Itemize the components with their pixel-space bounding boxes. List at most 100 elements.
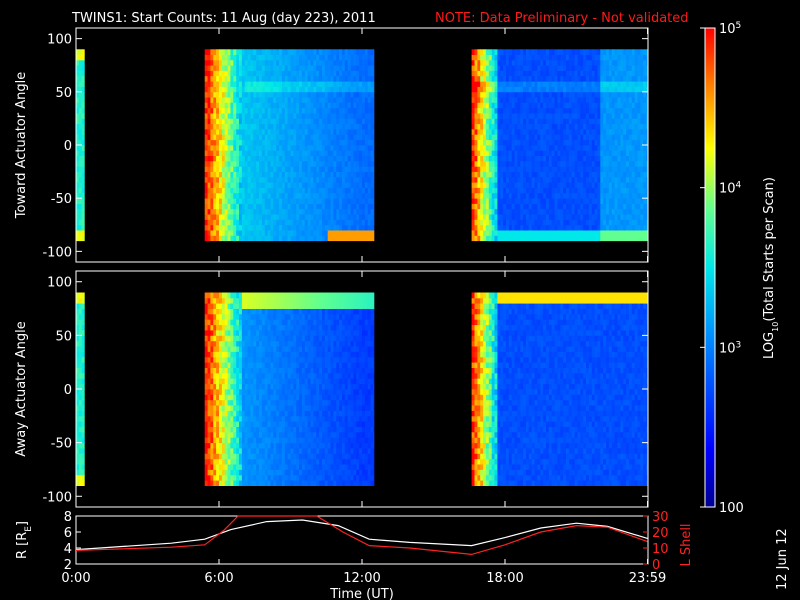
spectrogram-cell <box>568 81 573 87</box>
spectrogram-cell <box>500 203 504 210</box>
spectrogram-cell <box>359 102 363 109</box>
spectrogram-cell <box>319 208 323 215</box>
spectrogram-cell <box>606 187 610 194</box>
spectrogram-cell <box>494 129 498 135</box>
spectrogram-cell <box>219 171 223 178</box>
spectrogram-cell <box>577 129 581 135</box>
spectrogram-cell <box>244 91 248 98</box>
spectrogram-cell <box>617 70 621 77</box>
spectrogram-cell <box>554 123 558 130</box>
spectrogram-cell <box>362 176 366 183</box>
spectrogram-cell <box>259 192 263 199</box>
spectrogram-cell <box>78 362 83 368</box>
spectrogram-cell <box>623 129 627 135</box>
spectrogram-cell <box>474 65 478 71</box>
spectrogram-cell <box>259 203 263 210</box>
spectrogram-cell <box>554 97 558 103</box>
spectrogram-cell <box>224 214 228 220</box>
spectrogram-cell <box>81 203 85 210</box>
spectrogram-cell <box>244 86 248 93</box>
spectrogram-cell <box>560 219 564 226</box>
spectrogram-cell <box>227 464 231 470</box>
spectrogram-cell <box>247 97 251 103</box>
spectrogram-cell <box>591 97 596 103</box>
spectrogram-cell <box>281 176 286 183</box>
spectrogram-cell <box>256 155 260 162</box>
spectrogram-cell <box>307 219 311 226</box>
spectrogram-cell <box>537 208 541 215</box>
spectrogram-cell <box>620 59 624 66</box>
spectrogram-cell <box>563 235 567 242</box>
spectrogram-cell <box>503 54 507 61</box>
spectrogram-cell <box>353 219 357 226</box>
spectrogram-cell <box>563 182 567 188</box>
spectrogram-cell <box>273 97 277 103</box>
spectrogram-cell <box>204 129 208 135</box>
spectrogram-cell <box>543 219 547 226</box>
spectrogram-cell <box>537 54 541 61</box>
spectrogram-cell <box>276 230 280 236</box>
spectrogram-cell <box>611 129 616 135</box>
spectrogram-cell <box>614 49 618 55</box>
spectrogram-cell <box>568 65 573 71</box>
spectrogram-cell <box>614 161 618 167</box>
spectrogram-cell <box>597 219 601 226</box>
spectrogram-cell <box>364 161 369 167</box>
spectrogram-cell <box>259 118 263 125</box>
spectrogram-cell <box>534 65 538 71</box>
spectrogram-cell <box>78 70 83 77</box>
spectrogram-cell <box>506 107 510 114</box>
spectrogram-cell <box>634 118 638 125</box>
spectrogram-cell <box>528 97 533 103</box>
spectrogram-cell <box>219 415 223 422</box>
spectrogram-cell <box>485 70 490 77</box>
spectrogram-cell <box>256 219 260 226</box>
spectrogram-cell <box>241 123 246 130</box>
spectrogram-cell <box>517 129 521 135</box>
spectrogram-cell <box>336 65 340 71</box>
spectrogram-cell <box>503 155 507 162</box>
spectrogram-cell <box>611 171 616 178</box>
spectrogram-cell <box>207 176 211 183</box>
spectrogram-cell <box>224 171 228 178</box>
spectrogram-cell <box>600 65 604 71</box>
spectrogram-cell <box>474 171 478 178</box>
spectrogram-cell <box>540 166 544 172</box>
spectrogram-cell <box>364 139 369 146</box>
spectrogram-cell <box>81 49 85 55</box>
spectrogram-cell <box>333 214 337 220</box>
spectrogram-cell <box>543 230 547 236</box>
spectrogram-cell <box>216 437 220 444</box>
spectrogram-cell <box>230 399 234 406</box>
spectrogram-cell <box>488 166 493 172</box>
spectrogram-cell <box>548 113 553 119</box>
spectrogram-cell <box>276 171 280 178</box>
spectrogram-cell <box>359 123 363 130</box>
spectrogram-cell <box>523 65 527 71</box>
spectrogram-cell <box>304 171 309 178</box>
spectrogram-cell <box>78 75 83 82</box>
spectrogram-cell <box>316 91 320 98</box>
spectrogram-cell <box>219 367 223 374</box>
spectrogram-cell <box>204 426 208 433</box>
spectrogram-cell <box>276 107 280 114</box>
spectrogram-cell <box>241 219 246 226</box>
spectrogram-cell <box>483 81 487 87</box>
spectrogram-cell <box>583 97 587 103</box>
spectrogram-cell <box>359 224 363 231</box>
spectrogram-cell <box>264 97 269 103</box>
spectrogram-cell <box>364 224 369 231</box>
spectrogram-cell <box>287 102 291 109</box>
spectrogram-cell <box>81 464 85 470</box>
spectrogram-cell <box>270 214 274 220</box>
spectrogram-cell <box>264 145 269 151</box>
spectrogram-cell <box>594 102 598 109</box>
spectrogram-cell <box>250 171 254 178</box>
spectrogram-cell <box>347 70 351 77</box>
spectrogram-cell <box>577 59 581 66</box>
spectrogram-cell <box>643 75 647 82</box>
spectrogram-cell <box>511 139 515 146</box>
spectrogram-cell <box>520 70 524 77</box>
spectrogram-cell <box>523 86 527 93</box>
